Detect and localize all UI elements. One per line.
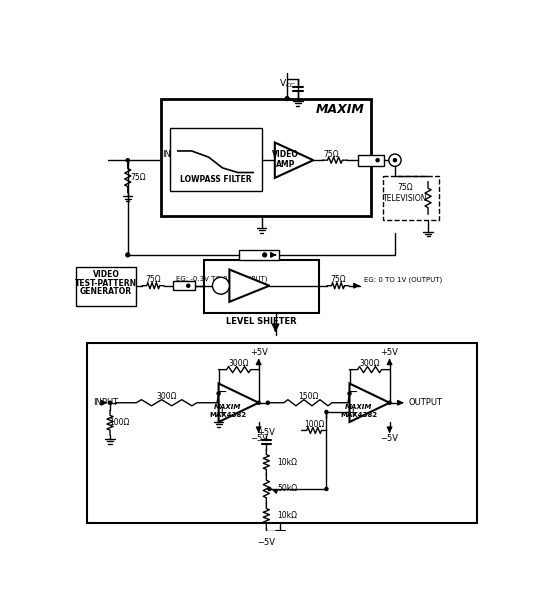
Circle shape [285,97,289,100]
Text: +5V: +5V [257,428,275,437]
Text: MAX4382: MAX4382 [209,412,247,418]
Text: 10kΩ: 10kΩ [277,512,297,521]
Text: 300Ω: 300Ω [157,392,177,401]
Text: 100Ω: 100Ω [109,418,130,427]
Bar [358,155,384,165]
Text: AMP: AMP [276,159,295,168]
Text: 10kΩ: 10kΩ [277,457,297,466]
Circle shape [325,487,328,491]
Text: GENERATOR: GENERATOR [80,287,132,296]
Circle shape [109,401,111,404]
Text: +: + [216,406,227,419]
Circle shape [325,411,328,414]
Circle shape [187,284,190,287]
Text: TELEVISION: TELEVISION [383,194,427,203]
Text: 75Ω: 75Ω [397,183,413,192]
Circle shape [268,487,271,491]
Circle shape [263,253,267,257]
Text: 75Ω: 75Ω [330,275,346,284]
Text: MAXIM: MAXIM [345,404,372,410]
Text: +: + [216,281,226,291]
Circle shape [266,401,270,404]
Bar [87,343,477,523]
Text: VIDEO: VIDEO [272,150,299,159]
Text: INPUT: INPUT [93,398,118,407]
Text: MAX4382: MAX4382 [340,412,377,418]
Text: 75Ω: 75Ω [145,275,161,284]
Bar [204,260,320,313]
Text: VIDEO: VIDEO [93,270,120,279]
Text: LOWPASS FILTER: LOWPASS FILTER [181,175,252,184]
Bar [173,281,195,290]
Bar [170,128,262,191]
Circle shape [217,392,220,395]
Text: −: − [348,386,358,399]
Text: −5V: −5V [257,538,276,547]
Circle shape [389,154,401,167]
Circle shape [126,253,130,257]
Polygon shape [229,269,270,302]
Text: 150Ω: 150Ω [298,392,318,401]
Text: EG: -0.3V TO 0.7V (INPUT): EG: -0.3V TO 0.7V (INPUT) [176,276,268,282]
Circle shape [388,401,391,404]
Bar [76,267,136,306]
Bar [161,99,371,216]
Text: TEST-PATTERN: TEST-PATTERN [75,279,137,288]
Circle shape [126,159,129,162]
Text: +5V: +5V [380,348,399,357]
Text: −5V: −5V [250,435,268,444]
Text: MAXIM: MAXIM [316,103,365,116]
Text: 300Ω: 300Ω [228,359,249,368]
Text: 50kΩ: 50kΩ [277,485,297,494]
Text: +: + [348,406,358,419]
Text: 75Ω: 75Ω [131,173,147,181]
Circle shape [376,159,379,162]
Text: −: − [216,386,227,399]
Polygon shape [219,383,259,422]
Text: +5V: +5V [250,348,267,357]
Polygon shape [275,143,313,178]
Text: V$_{CC}$: V$_{CC}$ [278,78,296,90]
Bar [239,250,279,260]
Circle shape [348,392,351,395]
Bar [383,176,439,220]
Text: EG: 0 TO 1V (OUTPUT): EG: 0 TO 1V (OUTPUT) [364,276,442,283]
Circle shape [212,277,229,294]
Text: LEVEL SHIFTER: LEVEL SHIFTER [226,316,297,325]
Circle shape [257,401,260,404]
Polygon shape [350,383,390,422]
Text: 300Ω: 300Ω [359,359,380,368]
Text: OUTPUT: OUTPUT [408,398,442,407]
Circle shape [394,159,396,162]
Text: IN: IN [163,150,171,159]
Text: 100Ω: 100Ω [304,420,324,429]
Text: 75Ω: 75Ω [323,150,339,159]
Text: MAXIM: MAXIM [214,404,242,410]
Text: −5V: −5V [380,435,399,444]
